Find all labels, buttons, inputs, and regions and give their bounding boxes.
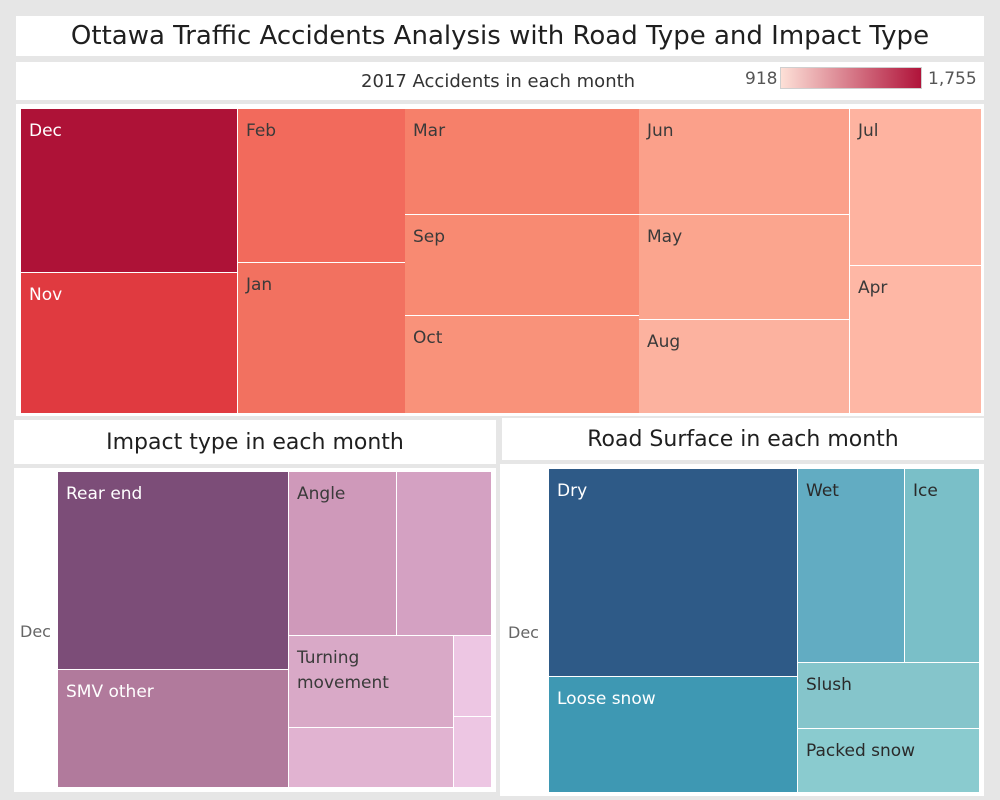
month-tile-label: Jan	[246, 275, 273, 295]
month-tile-label: Feb	[246, 121, 277, 141]
road-title-panel: Road Surface in each month	[502, 418, 984, 460]
impact-title-panel: Impact type in each month	[14, 420, 496, 464]
month-tile-label: Aug	[647, 332, 681, 352]
month-tile-apr[interactable]: Apr	[850, 266, 982, 414]
month-tile-jul[interactable]: Jul	[850, 109, 982, 266]
month-tile-label: Sep	[413, 227, 446, 247]
impact-tile-unlabeled-6[interactable]	[289, 728, 454, 788]
impact-tile-label: Turning movement	[297, 648, 389, 693]
road-treemap-panel: Dec Dry Loose snow Wet Ice Slush Packed snow	[500, 464, 984, 796]
road-panel-title: Road Surface in each month	[587, 426, 899, 452]
impact-tile-angle[interactable]: Angle	[289, 472, 397, 636]
month-tile-dec[interactable]: Dec	[21, 109, 238, 273]
road-tile-slush[interactable]: Slush	[798, 663, 980, 729]
road-tile-loose-snow[interactable]: Loose snow	[549, 677, 798, 793]
month-tile-sep[interactable]: Sep	[405, 215, 640, 316]
impact-tile-smv-other[interactable]: SMV other	[58, 670, 289, 788]
road-tile-packed-snow[interactable]: Packed snow	[798, 729, 980, 793]
road-tile-label: Dry	[557, 481, 588, 501]
month-tile-jun[interactable]: Jun	[639, 109, 850, 215]
month-treemap: Dec Nov Feb Jan Mar Sep Oct Jun May Aug Jul Apr	[21, 109, 982, 414]
road-tile-dry[interactable]: Dry	[549, 469, 798, 677]
month-tile-label: Apr	[858, 278, 888, 298]
month-tile-aug[interactable]: Aug	[639, 320, 850, 414]
month-tile-jan[interactable]: Jan	[238, 263, 408, 414]
month-treemap-panel: Dec Nov Feb Jan Mar Sep Oct Jun May Aug Jul Apr	[16, 104, 984, 416]
impact-treemap: Rear end SMV other Angle Turning movement	[58, 472, 492, 788]
road-tile-wet[interactable]: Wet	[798, 469, 905, 663]
impact-tile-unlabeled-7[interactable]	[454, 636, 492, 717]
road-row-label: Dec	[508, 623, 539, 642]
dashboard-title: Ottawa Traffic Accidents Analysis with R…	[70, 21, 930, 51]
impact-tile-unlabeled-8[interactable]	[454, 717, 492, 788]
title-panel: Ottawa Traffic Accidents Analysis with R…	[16, 16, 984, 56]
road-tile-label: Loose snow	[557, 689, 656, 709]
month-tile-label: Dec	[29, 121, 62, 141]
month-tile-label: Jun	[647, 121, 674, 141]
impact-tile-label: Angle	[297, 484, 346, 504]
month-tile-feb[interactable]: Feb	[238, 109, 408, 263]
legend-max-label: 1,755	[928, 69, 977, 89]
month-tile-label: Nov	[29, 285, 63, 305]
month-tile-mar[interactable]: Mar	[405, 109, 640, 215]
road-tile-label: Packed snow	[806, 741, 916, 761]
impact-tile-rear-end[interactable]: Rear end	[58, 472, 289, 670]
legend-min-label: 918	[745, 69, 778, 89]
impact-tile-turning-movement[interactable]: Turning movement	[289, 636, 454, 728]
road-tile-ice[interactable]: Ice	[905, 469, 980, 663]
impact-tile-label: Rear end	[66, 484, 143, 504]
road-tile-label: Ice	[913, 481, 938, 501]
month-tile-label: May	[647, 227, 683, 247]
color-legend-bar	[780, 67, 922, 89]
month-tile-label: Oct	[413, 328, 443, 348]
month-tile-label: Mar	[413, 121, 446, 141]
impact-panel-title: Impact type in each month	[106, 429, 404, 455]
impact-row-label: Dec	[20, 622, 51, 641]
month-tile-nov[interactable]: Nov	[21, 273, 238, 414]
impact-tile-unlabeled-4[interactable]	[397, 472, 492, 636]
chart-subtitle: 2017 Accidents in each month	[361, 71, 636, 92]
road-tile-label: Slush	[806, 675, 852, 695]
month-tile-label: Jul	[858, 121, 879, 141]
month-tile-oct[interactable]: Oct	[405, 316, 640, 414]
impact-treemap-panel: Dec Rear end SMV other Angle Turning moveme…	[14, 468, 496, 792]
road-tile-label: Wet	[806, 481, 839, 501]
impact-tile-label: SMV other	[66, 682, 154, 702]
month-tile-may[interactable]: May	[639, 215, 850, 320]
road-treemap: Dry Loose snow Wet Ice Slush Packed snow	[549, 469, 980, 793]
